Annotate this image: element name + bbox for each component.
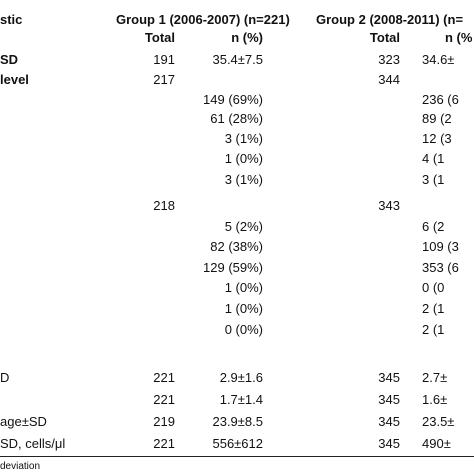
table-cell: 6 (2 <box>422 219 445 234</box>
table-cell: 217 <box>153 72 175 87</box>
table-cell: 149 (69%) <box>203 92 263 107</box>
table-cell: 61 (28%) <box>210 111 263 126</box>
table-cell: 345 <box>378 414 400 429</box>
table-cell: 3 (1%) <box>224 172 263 187</box>
table-cell: 0 (0 <box>422 280 445 295</box>
table-cell: 82 (38%) <box>210 239 263 254</box>
table-cell: 1.7±1.4 <box>219 392 263 407</box>
table-cell: 23.5± <box>422 414 455 429</box>
table-cell: 343 <box>378 198 400 213</box>
table-cell: 2 (1 <box>422 322 445 337</box>
table-cell: 236 (6 <box>422 92 459 107</box>
table-cell: 0 (0%) <box>224 322 263 337</box>
table-cell: 345 <box>378 436 400 451</box>
table-cell: 1 (0%) <box>224 301 263 316</box>
table-cell: 556±612 <box>212 436 263 451</box>
table-cell: 353 (6 <box>422 260 459 275</box>
row-label: SD, cells/μl <box>0 436 66 451</box>
table-cell: 344 <box>378 72 400 87</box>
row-label: level <box>0 72 29 87</box>
table-rule <box>0 456 474 457</box>
table-cell: 1 (0%) <box>224 151 263 166</box>
header-cell: Total <box>144 30 175 45</box>
table-cell: 129 (59%) <box>203 260 263 275</box>
table-cell: 219 <box>153 414 175 429</box>
table-cell: 191 <box>153 52 175 67</box>
table-cell: 34.6± <box>422 52 455 67</box>
header-cell: n (% <box>445 30 473 45</box>
table-cell: 2 (1 <box>422 301 445 316</box>
table-cell: 23.9±8.5 <box>212 414 263 429</box>
row-label: D <box>0 370 10 385</box>
table-cell: 3 (1%) <box>224 131 263 146</box>
header-cell: Total <box>369 30 400 45</box>
table-cell: 1 (0%) <box>224 280 263 295</box>
header-cell: stic <box>0 12 23 27</box>
table-cell: 35.4±7.5 <box>212 52 263 67</box>
table-cell: 323 <box>378 52 400 67</box>
row-label: age±SD <box>0 414 47 429</box>
table-cell: 109 (3 <box>422 239 459 254</box>
table-cell: 345 <box>378 370 400 385</box>
table-cell: 89 (2 <box>422 111 452 126</box>
header-cell: n (%) <box>231 30 263 45</box>
table-cell: 221 <box>153 392 175 407</box>
table-cell: 12 (3 <box>422 131 452 146</box>
footnote: deviation <box>0 461 41 472</box>
table-cell: 2.9±1.6 <box>219 370 263 385</box>
header-cell: Group 2 (2008-2011) (n= <box>316 12 464 27</box>
row-label: SD <box>0 52 19 67</box>
table-cell: 1.6± <box>422 392 448 407</box>
header-cell: Group 1 (2006-2007) (n=221) <box>116 12 290 27</box>
table-cell: 5 (2%) <box>224 219 263 234</box>
table-cell: 3 (1 <box>422 172 445 187</box>
table-cell: 221 <box>153 370 175 385</box>
table-cell: 218 <box>153 198 175 213</box>
table-cell: 2.7± <box>422 370 448 385</box>
table-cell: 4 (1 <box>422 151 445 166</box>
table-cell: 490± <box>422 436 451 451</box>
table-cell: 345 <box>378 392 400 407</box>
table-cell: 221 <box>153 436 175 451</box>
